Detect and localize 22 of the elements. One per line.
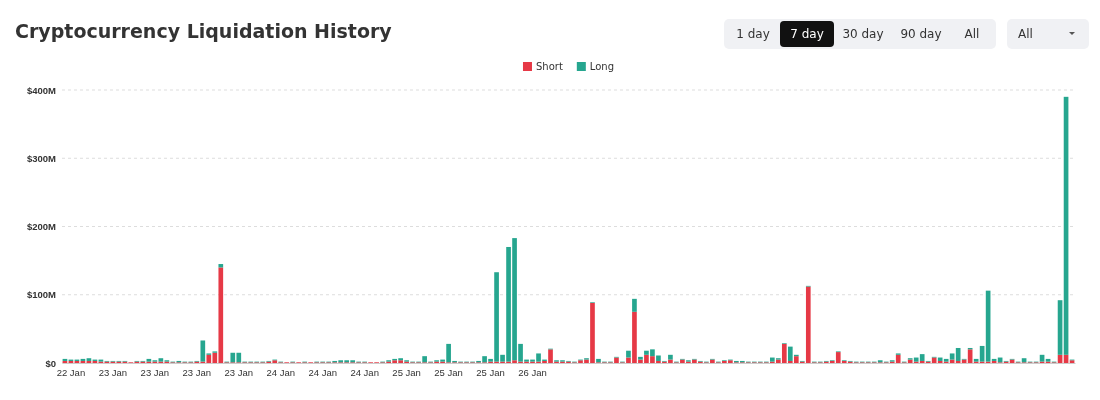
y-tick-label: $200M [26, 221, 57, 233]
x-tick-label: 25 Jan [476, 366, 505, 378]
y-tick-label: $400M [26, 84, 57, 96]
x-tick-label: 24 Jan [266, 366, 296, 378]
x-tick-label: 22 Jan [56, 366, 86, 378]
y-tick-label: $100M [26, 289, 57, 301]
x-tick-label: 23 Jan [140, 366, 170, 378]
y-tick-label: $0 [45, 357, 56, 369]
chart-title: Cryptocurrency Liquidation History [15, 20, 393, 42]
x-tick-label: 23 Jan [224, 366, 254, 378]
time-range-selector: 1 day 7 day 30 day 90 day All [724, 19, 996, 49]
legend-label: Short [535, 61, 563, 72]
y-tick-label: $300M [26, 152, 57, 164]
x-tick-label: 26 Jan [518, 366, 547, 378]
x-tick-label: 24 Jan [350, 366, 379, 378]
dropdown-field: All [1007, 19, 1089, 49]
legend-label: Long [589, 61, 615, 72]
x-tick-label: 25 Jan [434, 366, 463, 378]
x-tick-label: 23 Jan [182, 366, 212, 378]
x-tick-label: 23 Jan [98, 366, 128, 378]
x-tick-label: 25 Jan [392, 366, 421, 378]
x-tick-label: 24 Jan [308, 366, 337, 378]
